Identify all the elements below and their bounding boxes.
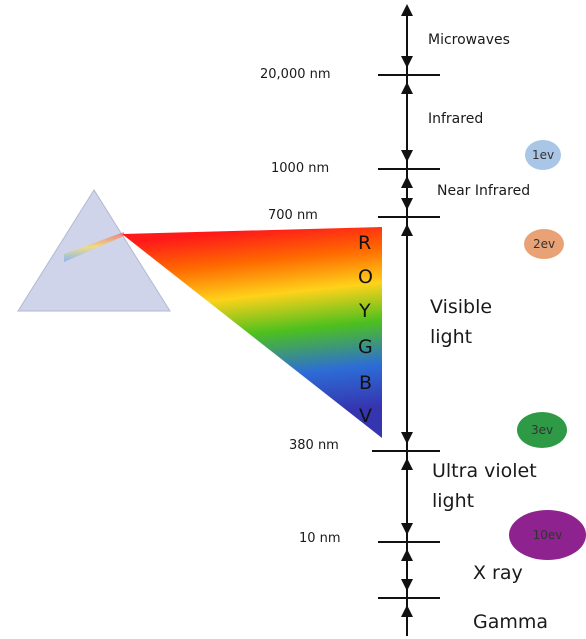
spectrum-letter-v: V: [359, 405, 372, 427]
badge-1ev: 1ev: [525, 140, 561, 170]
band-xray-label: X ray: [473, 562, 523, 584]
tick-20000-label: 20,000 nm: [260, 67, 331, 82]
dispersed-light: [122, 227, 382, 438]
band-ultraviolet-line2: light: [432, 490, 475, 512]
prism-beam-inner: [64, 232, 124, 262]
badge-10ev: 10ev: [509, 510, 586, 560]
prism: [17, 189, 171, 312]
arrowheads: [401, 4, 413, 617]
badge-3ev: 3ev: [517, 412, 567, 448]
spectrum-letter-o: O: [358, 266, 373, 288]
band-near-infrared-label: Near Infrared: [437, 183, 531, 199]
spectrum-letter-r: R: [358, 232, 372, 254]
tick-380-label: 380 nm: [289, 438, 339, 453]
band-ultraviolet-line1: Ultra violet: [432, 460, 537, 482]
band-visible-line2: light: [430, 326, 473, 348]
badge-2ev-label: 2ev: [532, 237, 556, 251]
band-infrared-label: Infrared: [428, 111, 484, 127]
badge-1ev-label: 1ev: [531, 148, 555, 162]
tick-700-label: 700 nm: [268, 208, 318, 223]
tick-10-label: 10 nm: [299, 531, 341, 546]
spectrum-letter-b: B: [359, 372, 373, 394]
band-gamma-label: Gamma: [473, 611, 549, 633]
band-microwaves-label: Microwaves: [428, 32, 510, 48]
band-visible-label: Visible light: [430, 292, 492, 352]
badge-2ev: 2ev: [524, 229, 564, 259]
badge-10ev-label: 10ev: [532, 528, 563, 542]
badge-3ev-label: 3ev: [530, 423, 554, 437]
band-ultraviolet-label: Ultra violet light: [432, 456, 537, 516]
spectrum-letter-g: G: [358, 336, 373, 358]
band-visible-line1: Visible: [430, 296, 493, 318]
tick-1000-label: 1000 nm: [271, 161, 330, 176]
spectrum-letter-y: Y: [359, 300, 371, 322]
